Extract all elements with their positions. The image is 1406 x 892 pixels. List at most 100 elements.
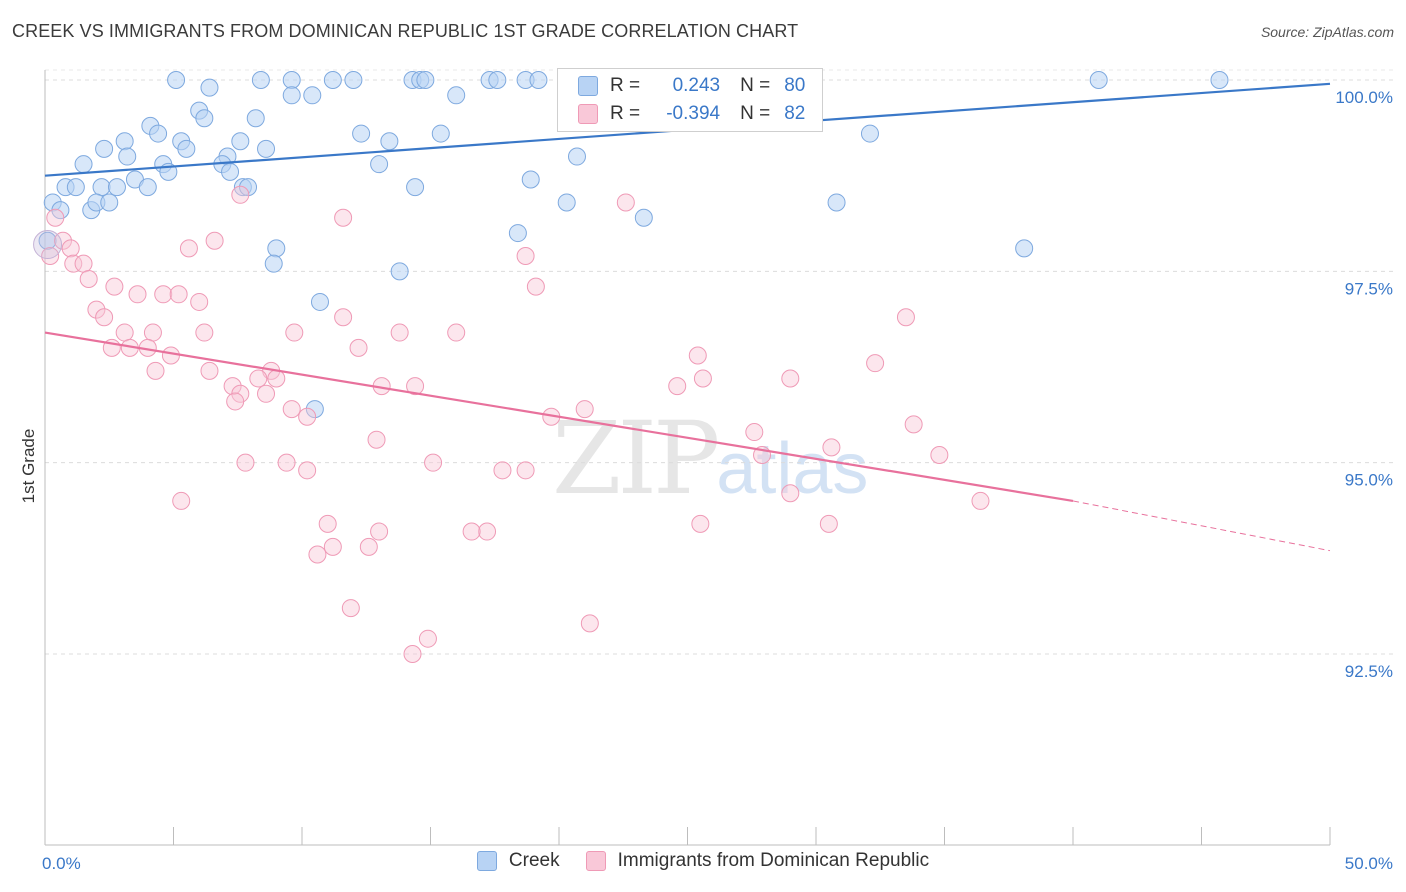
dominican-point	[298, 461, 317, 480]
creek-point	[95, 139, 114, 158]
dominican-point	[819, 514, 838, 533]
dominican-point	[349, 338, 368, 357]
dominican-point	[161, 346, 180, 365]
creek-point	[100, 193, 119, 212]
dominican-point	[691, 514, 710, 533]
dominican-trend-extension	[1072, 500, 1331, 552]
dominican-point	[822, 438, 841, 457]
creek-point	[1210, 71, 1229, 89]
dominican-point	[341, 599, 360, 618]
legend-row-creek: R = 0.243 N = 80	[578, 72, 805, 100]
creek-point	[38, 231, 57, 250]
x-tick-label: 50.0%	[1345, 854, 1393, 873]
legend-creek-swatch	[476, 851, 497, 871]
dominican-point	[257, 384, 276, 403]
creek-point	[1015, 239, 1034, 258]
creek-n-label: N =	[740, 75, 771, 96]
creek-point	[115, 132, 134, 151]
dominican-point	[236, 453, 255, 472]
creek-r-label: R =	[610, 75, 641, 96]
dominican-r-label: R =	[610, 103, 641, 124]
creek-point	[344, 71, 363, 89]
dominican-point	[526, 277, 545, 296]
dominican-point	[493, 461, 512, 480]
creek-point	[529, 71, 548, 89]
creek-point	[352, 124, 371, 143]
dominican-point	[406, 377, 425, 396]
creek-point	[92, 178, 111, 197]
y-tick-label: 95.0%	[1345, 471, 1393, 490]
creek-point	[282, 71, 301, 89]
dominican-point	[403, 645, 422, 663]
source-label: Source: ZipAtlas.com	[1260, 24, 1394, 40]
dominican-point	[205, 231, 224, 250]
dominican-point	[154, 285, 173, 304]
dominican-point	[249, 369, 268, 388]
creek-point	[634, 208, 653, 227]
dominican-point	[277, 453, 296, 472]
dominican-point	[74, 254, 93, 273]
dominican-point	[693, 369, 712, 388]
dominican-point	[87, 300, 106, 319]
dominican-point	[223, 377, 242, 396]
dominican-point	[308, 545, 327, 564]
dominican-point	[359, 537, 378, 556]
legend-item-dominican: Immigrants from Dominican Republic	[585, 850, 929, 872]
dominican-point	[298, 407, 317, 426]
dominican-point	[105, 277, 124, 296]
creek-point	[107, 178, 126, 197]
dominican-point	[781, 369, 800, 388]
dominican-point	[334, 308, 353, 327]
y-axis-label: 1st Grade	[18, 428, 38, 504]
creek-point	[323, 71, 342, 89]
creek-point	[447, 86, 466, 105]
dominican-point	[285, 323, 304, 342]
creek-point	[282, 86, 301, 105]
y-tick-label: 92.5%	[1345, 662, 1393, 681]
dominican-point	[390, 323, 409, 342]
creek-point	[195, 109, 214, 128]
creek-point	[149, 124, 168, 143]
creek-point	[264, 254, 283, 273]
dominican-point	[195, 323, 214, 342]
dominican-point	[200, 361, 219, 380]
creek-point	[557, 193, 576, 212]
legend-item-creek: Creek	[476, 850, 560, 872]
chart-title: CREEK VS IMMIGRANTS FROM DOMINICAN REPUB…	[12, 21, 799, 41]
dominican-point	[781, 484, 800, 503]
dominican-point	[334, 208, 353, 227]
dominican-point	[896, 308, 915, 327]
series-legend: Creek Immigrants from Dominican Republic	[0, 850, 1406, 872]
dominican-point	[128, 285, 147, 304]
creek-point	[267, 239, 286, 258]
y-tick-label: 97.5%	[1345, 279, 1393, 298]
dominican-point	[930, 446, 949, 465]
creek-n-value: 80	[784, 75, 806, 96]
creek-point	[416, 71, 435, 89]
dominican-point	[447, 323, 466, 342]
dominican-point	[46, 208, 65, 227]
creek-point	[1089, 71, 1108, 89]
creek-point	[231, 132, 250, 151]
dominican-point	[516, 461, 535, 480]
dominican-n-label: N =	[740, 103, 771, 124]
dominican-point	[231, 185, 250, 204]
creek-point	[221, 162, 240, 181]
creek-point	[860, 124, 879, 143]
dominican-point	[282, 400, 301, 419]
dominican-point	[61, 239, 80, 258]
dominican-point	[478, 522, 497, 541]
creek-point	[521, 170, 540, 189]
creek-point	[567, 147, 586, 166]
dominican-point	[226, 392, 245, 411]
creek-point	[239, 178, 258, 197]
dominican-point	[41, 247, 60, 266]
dominican-point	[668, 377, 687, 396]
dominican-point	[323, 537, 342, 556]
creek-point	[380, 132, 399, 151]
dominican-point	[169, 285, 188, 304]
dominican-point	[516, 247, 535, 266]
creek-point	[167, 71, 186, 89]
dominican-point	[143, 323, 162, 342]
creek-point	[310, 292, 329, 311]
